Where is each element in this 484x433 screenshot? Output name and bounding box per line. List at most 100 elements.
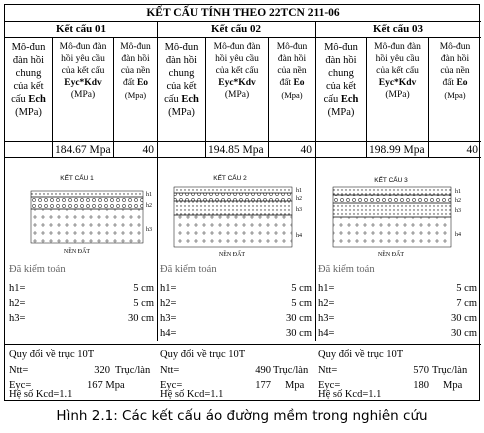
eo-value-2: 40 (300, 144, 313, 156)
thickness-value: 30 cm (128, 313, 154, 324)
thickness-label: h2= (9, 298, 26, 309)
ntt-value: 490 (255, 365, 271, 376)
thickness-value: 30 cm (451, 328, 477, 339)
thickness-label: h2= (160, 298, 177, 309)
divider (268, 37, 269, 157)
eo-value-3: 40 (466, 144, 479, 156)
ntt-unit: Trục/làn (432, 365, 468, 376)
eo-value-1: 40 (142, 144, 155, 156)
svg-text:h1: h1 (146, 192, 152, 198)
checked-label-3: Đã kiểm toán (318, 264, 375, 275)
divider (366, 37, 367, 157)
thickness-label: h3= (318, 313, 335, 324)
eyc-value-2: 194.85 Mpa (208, 144, 264, 156)
thickness-value: 5 cm (133, 283, 154, 294)
structure-1-title: Kết cấu 01 (55, 23, 107, 35)
table-title: KẾT CẤU TÍNH THEO 22TCN 211-06 (146, 7, 340, 19)
svg-text:h3: h3 (296, 207, 302, 213)
pavement-diagram-1: KẾT CẤU 1 h1 h2 h3 NỀN ĐẤT (7, 172, 157, 259)
structure-3-title: Kết cấu 03 (372, 23, 424, 35)
divider (113, 37, 114, 157)
divider (315, 21, 316, 341)
header-eyc: Mô-đun đàn hồi yêu cầu của kết cấu Eyc*Kdv… (213, 42, 261, 100)
eyc-value-3: 198.99 Mpa (369, 144, 425, 156)
thickness-label: h4= (160, 328, 177, 339)
svg-text:NỀN ĐẤT: NỀN ĐẤT (64, 247, 90, 255)
figure-caption: Hình 2.1: Các kết cấu áo đường mềm trong… (56, 408, 428, 424)
conversion-title: Quy đổi về trục 10T (160, 349, 246, 360)
eyc-label: Eyc= (9, 380, 32, 391)
thickness-value: 5 cm (133, 298, 154, 309)
thickness-value: 5 cm (291, 298, 312, 309)
header-eo: Mô-đun đàn hồi của nền đất Eo (Mpa) (439, 42, 471, 100)
svg-text:NỀN ĐẤT: NỀN ĐẤT (219, 250, 245, 258)
divider (52, 37, 53, 157)
svg-text:KẾT CẤU 2: KẾT CẤU 2 (213, 173, 247, 182)
ntt-value: 320 (94, 365, 110, 376)
header-eo: Mô-đun đàn hồi của nền đất Eo (Mpa) (276, 42, 308, 100)
divider (5, 37, 481, 38)
structure-2-title: Kết cấu 02 (210, 23, 262, 35)
eyc-value-1: 184.67 Mpa (55, 144, 111, 156)
divider (5, 21, 481, 22)
ntt-label: Ntt= (9, 365, 29, 376)
kcd-label: Hệ số Kcd=1.1 (9, 389, 73, 400)
ntt-label: Ntt= (318, 365, 338, 376)
ntt-value: 570 (413, 365, 429, 376)
eyc-label: Eyc= (160, 380, 183, 391)
divider (5, 157, 481, 158)
eyc-value: 167 Mpa (87, 380, 125, 391)
pavement-diagram-2: KẾT CẤU 2 h1 h2 h3 h4 NỀN ĐẤT (160, 172, 310, 259)
header-eyc: Mô-đun đàn hồi yêu cầu của kết cấu Eyc*Kdv… (374, 42, 421, 100)
header-ech: Mô-đun đàn hồi chung của kết cấu Ech (MPa) (11, 42, 46, 118)
thickness-label: h1= (9, 283, 26, 294)
svg-text:h1: h1 (455, 189, 461, 195)
conversion-title: Quy đổi về trục 10T (318, 349, 404, 360)
thickness-value: 5 cm (456, 283, 477, 294)
svg-text:h3: h3 (146, 227, 152, 233)
divider (157, 21, 158, 341)
diagram-title: KẾT CẤU 1 (60, 173, 94, 182)
svg-text:h2: h2 (455, 198, 461, 204)
thickness-value: 5 cm (291, 283, 312, 294)
conversion-title: Quy đổi về trục 10T (9, 349, 95, 360)
ntt-unit: Trục/làn (273, 365, 309, 376)
structure-table: KẾT CẤU TÍNH THEO 22TCN 211-06 Kết cấu 0… (4, 4, 481, 401)
eyc-label: Eyc= (318, 380, 341, 391)
header-ech: Mô-đun đàn hồi chung của kết cấu Ech (MPa) (164, 42, 199, 118)
thickness-label: h1= (318, 283, 335, 294)
thickness-label: h4= (318, 328, 335, 339)
svg-text:KẾT CẤU 3: KẾT CẤU 3 (374, 174, 408, 184)
ntt-unit: Trục/làn (115, 365, 151, 376)
svg-text:NỀN ĐẤT: NỀN ĐẤT (378, 250, 404, 258)
eyc-value: 180 (413, 380, 429, 391)
svg-text:h2: h2 (146, 203, 152, 209)
divider (428, 37, 429, 157)
kcd-label: Hệ số Kcd=1.1 (318, 389, 382, 400)
thickness-value: 30 cm (286, 313, 312, 324)
svg-text:h4: h4 (296, 233, 302, 239)
header-ech: Mô-đun đàn hồi chung của kết cấu Ech (MPa) (323, 42, 359, 118)
svg-text:h1: h1 (296, 188, 302, 194)
checked-label-1: Đã kiểm toán (9, 264, 66, 275)
divider (205, 37, 206, 157)
thickness-label: h2= (318, 298, 335, 309)
thickness-label: h1= (160, 283, 177, 294)
kcd-label: Hệ số Kcd=1.1 (160, 389, 224, 400)
eyc-unit: Mpa (285, 380, 305, 391)
header-eyc: Mô-đun đàn hồi yêu cầu của kết cấu Eyc*Kdv… (59, 42, 107, 100)
svg-text:h3: h3 (455, 208, 461, 214)
svg-text:h2: h2 (296, 196, 302, 202)
thickness-value: 30 cm (286, 328, 312, 339)
pavement-diagram-3: KẾT CẤU 3 h1 h2 h3 h4 NỀN ĐẤT (321, 173, 471, 259)
eyc-value: 177 (255, 380, 271, 391)
divider (5, 141, 481, 142)
ntt-label: Ntt= (160, 365, 180, 376)
divider (5, 344, 481, 345)
checked-label-2: Đã kiểm toán (160, 264, 217, 275)
header-eo: Mô-đun đàn hồi của nền đất Eo (Mpa) (120, 42, 151, 100)
thickness-label: h3= (160, 313, 177, 324)
eyc-unit: Mpa (443, 380, 463, 391)
thickness-label: h3= (9, 313, 26, 324)
svg-text:h4: h4 (455, 232, 461, 238)
